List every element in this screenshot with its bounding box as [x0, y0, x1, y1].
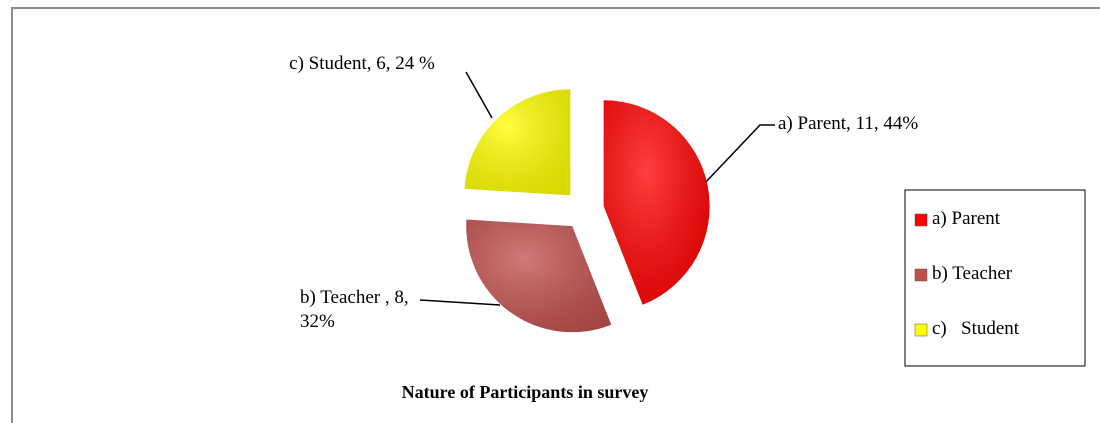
data-label: a) Parent, 11, 44% — [778, 113, 919, 134]
slice-shade — [464, 89, 571, 196]
data-label: b) Teacher , 8, 32% — [300, 287, 409, 332]
frame — [11, 7, 1100, 423]
legend-label: c) Student — [932, 318, 1020, 339]
slice-shade — [603, 100, 710, 305]
data-label: c) Student, 6, 24 % — [289, 53, 435, 74]
legend-swatch — [914, 213, 928, 227]
legend-swatch — [914, 268, 928, 282]
legend-box — [904, 189, 1086, 367]
leader-line — [419, 299, 501, 306]
legend-label: a) Parent — [932, 208, 1001, 229]
leader-line — [702, 124, 775, 186]
legend-swatch — [914, 323, 928, 337]
chart-title: Nature of Participants in survey — [401, 382, 649, 402]
slice-shade — [466, 219, 612, 333]
leader-line — [465, 71, 493, 119]
legend-label: b) Teacher — [932, 263, 1013, 284]
